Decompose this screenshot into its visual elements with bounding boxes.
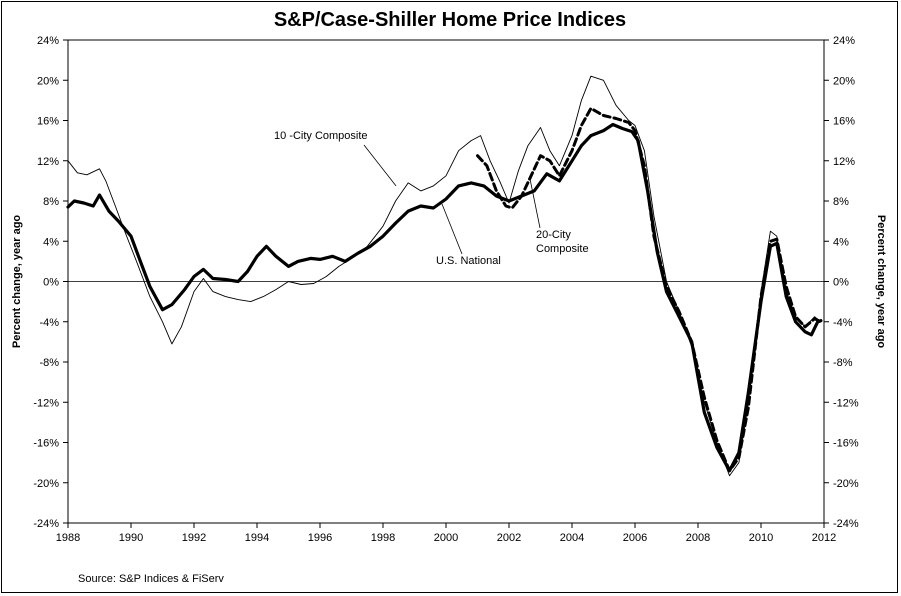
annotation-20-city-line1: 20-City — [536, 229, 571, 241]
x-tick-label: 2000 — [434, 532, 458, 544]
right-y-tick-label: 8% — [833, 196, 849, 208]
x-tick-label: 2006 — [623, 532, 647, 544]
annotation-20-city-line2: Composite — [536, 243, 589, 255]
annotation-us-national: U.S. National — [436, 255, 501, 267]
right-y-tick-label: -24% — [833, 518, 859, 530]
left-y-tick-label: 24% — [37, 35, 59, 47]
source-note: Source: S&P Indices & FiServ — [78, 573, 224, 585]
right-y-tick-label: 20% — [833, 75, 855, 87]
right-y-tick-label: -16% — [833, 438, 859, 450]
x-tick-label: 1994 — [245, 532, 269, 544]
left-y-tick-label: 4% — [43, 236, 59, 248]
right-y-tick-label: 4% — [833, 236, 849, 248]
right-y-axis: -24% -20% -16% -12% -8% -4% 0% 4% 8% 12% 16% 20% 24% — [824, 35, 859, 530]
x-tick-label: 1990 — [119, 532, 143, 544]
series-line-u-s-national — [66, 122, 823, 473]
x-tick-label: 2012 — [812, 532, 836, 544]
x-tick-label: 2004 — [560, 532, 584, 544]
left-y-axis-label: Percent change, year ago — [11, 215, 23, 349]
x-tick-label: 1992 — [182, 532, 206, 544]
left-y-tick-label: -4% — [39, 317, 59, 329]
right-y-tick-label: 0% — [833, 277, 849, 289]
right-y-tick-label: -20% — [833, 478, 859, 490]
left-y-tick-label: -24% — [33, 518, 59, 530]
right-y-tick-label: -12% — [833, 397, 859, 409]
right-y-tick-label: 24% — [833, 35, 855, 47]
left-y-tick-label: 0% — [43, 277, 59, 289]
left-y-tick-label: -12% — [33, 397, 59, 409]
right-y-tick-label: -8% — [833, 357, 853, 369]
left-y-tick-label: -8% — [39, 357, 59, 369]
chart-title: S&P/Case-Shiller Home Price Indices — [274, 9, 626, 31]
series-layer — [66, 75, 823, 477]
left-y-tick-label: 8% — [43, 196, 59, 208]
left-y-tick-label: 16% — [37, 116, 59, 128]
x-tick-label: 2002 — [497, 532, 521, 544]
left-y-tick-label: -20% — [33, 478, 59, 490]
annotation-10-city-leader — [363, 144, 397, 187]
right-y-tick-label: 12% — [833, 156, 855, 168]
left-y-tick-label: 20% — [37, 75, 59, 87]
left-y-axis: -24% -20% -16% -12% -8% -4% 0% 4% 8% 12% 16% 20% 24% — [33, 35, 68, 530]
series-line-10-city-composite — [67, 75, 822, 477]
annotation-20-city-leader — [529, 178, 541, 229]
right-y-axis-label: Percent change, year ago — [875, 215, 887, 349]
left-y-tick-label: -16% — [33, 438, 59, 450]
right-y-tick-label: -4% — [833, 317, 853, 329]
x-tick-label: 1996 — [308, 532, 332, 544]
x-tick-label: 2010 — [749, 532, 773, 544]
left-y-tick-label: 12% — [37, 156, 59, 168]
x-tick-label: 2008 — [686, 532, 710, 544]
annotation-us-national-leader — [441, 203, 463, 255]
x-tick-label: 1998 — [371, 532, 395, 544]
x-tick-label: 1988 — [56, 532, 80, 544]
annotation-10-city: 10 -City Composite — [274, 130, 368, 142]
series-line-20-city-composite — [476, 106, 823, 473]
right-y-tick-label: 16% — [833, 116, 855, 128]
annotations: 10 -City Composite U.S. National 20-City… — [274, 130, 589, 267]
x-axis: 1988 1990 1992 1994 1996 1998 2000 2002 2004 2006… — [56, 523, 836, 544]
